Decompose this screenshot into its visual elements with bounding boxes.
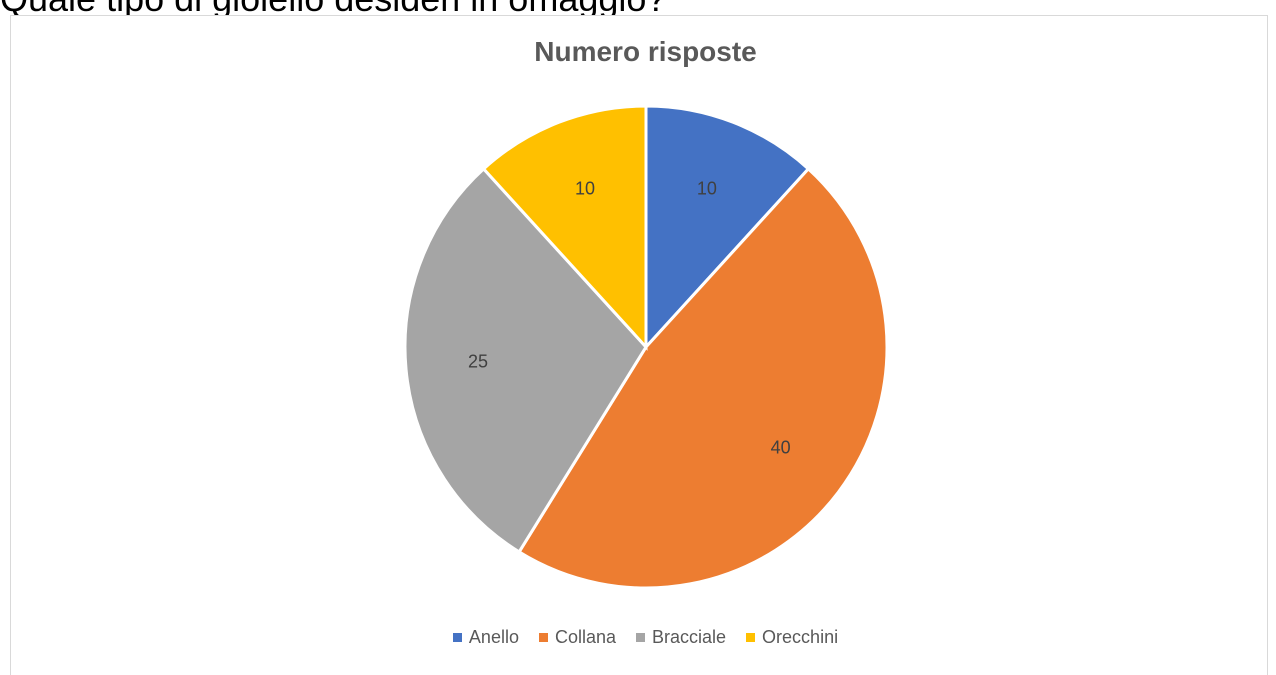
chart-legend: Anello Collana Bracciale Orecchini: [0, 627, 1276, 648]
page-heading-text: Quale tipo di gioiello desideri in omagg…: [0, 0, 666, 18]
legend-item-collana: Collana: [538, 627, 617, 648]
legend-swatch-anello: [452, 633, 462, 642]
legend-item-bracciale: Bracciale: [636, 627, 726, 648]
legend-swatch-orecchini: [746, 633, 756, 642]
data-label-bracciale: 25: [468, 351, 488, 371]
legend-item-orecchini: Orecchini: [746, 627, 838, 648]
page-heading: Quale tipo di gioiello desideri in omagg…: [0, 0, 1276, 18]
legend-label-orecchini: Orecchini: [762, 627, 839, 647]
legend-swatch-bracciale: [636, 633, 646, 642]
pie-slice-orecchini: [481, 104, 648, 351]
legend-label-bracciale: Bracciale: [652, 627, 727, 647]
legend-label-anello: Anello: [468, 627, 519, 647]
data-label-collana: 40: [771, 437, 791, 457]
pie-slice-collana: [517, 166, 889, 590]
legend-swatch-collana: [538, 633, 548, 642]
data-label-orecchini: 10: [575, 178, 595, 198]
pie-slice-bracciale: [403, 166, 648, 554]
legend-item-anello: Anello: [452, 627, 519, 648]
pie-slice-anello: [644, 104, 811, 351]
data-label-anello: 10: [697, 178, 717, 198]
legend-label-collana: Collana: [554, 627, 617, 647]
chart-title: Numero risposte: [534, 36, 757, 67]
